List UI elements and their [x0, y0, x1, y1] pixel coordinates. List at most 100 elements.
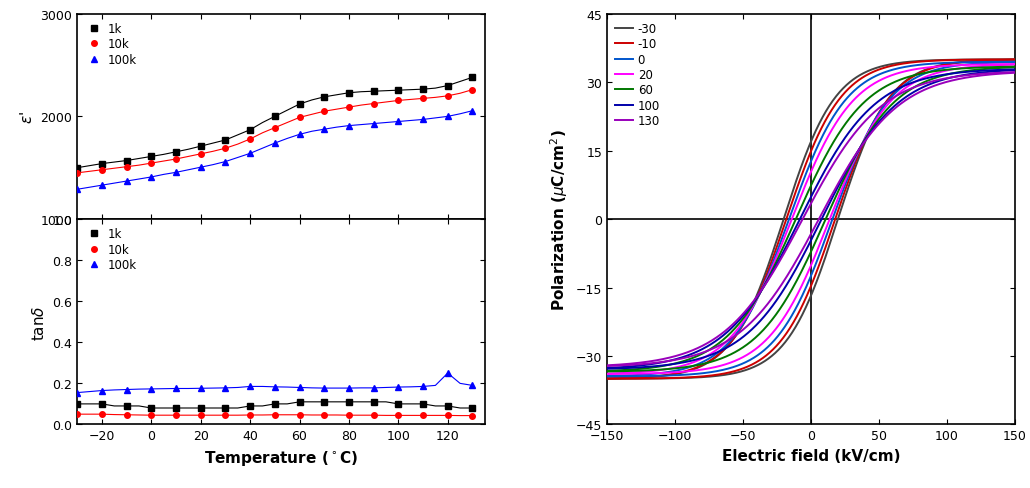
100k	[71, 390, 83, 396]
100k	[294, 132, 306, 138]
10k	[392, 413, 405, 419]
100k	[392, 385, 405, 390]
1k	[195, 144, 207, 150]
10k	[368, 102, 380, 107]
100k	[269, 384, 281, 390]
1k	[145, 405, 158, 411]
100k	[170, 386, 182, 391]
1k	[96, 162, 108, 167]
1k	[244, 403, 256, 409]
1k	[269, 114, 281, 120]
100k	[121, 179, 133, 184]
10k	[467, 87, 479, 93]
10k	[442, 94, 454, 100]
1k	[318, 399, 331, 405]
1k	[121, 403, 133, 409]
Y-axis label: Polarization ($\mu$C/cm$^2$): Polarization ($\mu$C/cm$^2$)	[549, 129, 571, 310]
10k	[145, 412, 158, 418]
100k	[467, 383, 479, 388]
1k	[417, 87, 430, 93]
100k	[318, 386, 331, 391]
100k	[195, 165, 207, 171]
10k	[269, 412, 281, 418]
1k	[145, 154, 158, 160]
10k	[343, 412, 355, 418]
10k	[145, 161, 158, 167]
100k	[71, 187, 83, 193]
100k	[219, 159, 232, 165]
100k	[170, 170, 182, 176]
1k	[244, 127, 256, 133]
1k	[170, 149, 182, 155]
10k	[244, 412, 256, 418]
100k	[368, 385, 380, 391]
10k	[219, 412, 232, 418]
1k	[96, 401, 108, 407]
1k	[170, 405, 182, 411]
1k	[219, 138, 232, 143]
100k	[467, 108, 479, 114]
1k	[467, 75, 479, 81]
100k	[269, 141, 281, 147]
X-axis label: Temperature ($^\circ$C): Temperature ($^\circ$C)	[204, 448, 358, 467]
Line: 10k: 10k	[74, 411, 475, 419]
100k	[417, 117, 430, 123]
Line: 100k: 100k	[74, 370, 475, 396]
1k	[368, 399, 380, 405]
100k	[343, 123, 355, 129]
Line: 1k: 1k	[74, 76, 475, 171]
1k	[442, 403, 454, 409]
10k	[195, 152, 207, 158]
100k	[343, 386, 355, 391]
10k	[318, 412, 331, 418]
Line: 10k: 10k	[74, 88, 475, 176]
1k	[442, 83, 454, 89]
100k	[392, 119, 405, 125]
X-axis label: Electric field (kV/cm): Electric field (kV/cm)	[722, 448, 900, 463]
1k	[269, 401, 281, 407]
10k	[467, 413, 479, 419]
1k	[121, 158, 133, 164]
100k	[417, 384, 430, 389]
Y-axis label: tan$\delta$: tan$\delta$	[31, 305, 46, 340]
100k	[145, 386, 158, 392]
100k	[195, 386, 207, 391]
10k	[442, 413, 454, 419]
Legend: 1k, 10k, 100k: 1k, 10k, 100k	[83, 20, 139, 69]
100k	[442, 114, 454, 120]
10k	[368, 412, 380, 418]
100k	[219, 385, 232, 391]
10k	[71, 171, 83, 177]
100k	[244, 384, 256, 389]
100k	[368, 122, 380, 127]
100k	[244, 151, 256, 157]
100k	[318, 127, 331, 133]
1k	[219, 405, 232, 411]
10k	[269, 125, 281, 131]
1k	[71, 165, 83, 171]
10k	[121, 412, 133, 418]
Y-axis label: $\varepsilon$': $\varepsilon$'	[19, 111, 35, 123]
1k	[417, 401, 430, 407]
10k	[417, 96, 430, 102]
10k	[244, 137, 256, 142]
10k	[170, 412, 182, 418]
10k	[417, 413, 430, 419]
100k	[145, 175, 158, 181]
1k	[294, 399, 306, 405]
1k	[294, 102, 306, 108]
10k	[219, 146, 232, 152]
10k	[294, 115, 306, 121]
1k	[195, 405, 207, 411]
10k	[294, 412, 306, 418]
10k	[71, 411, 83, 417]
Line: 1k: 1k	[74, 399, 475, 411]
100k	[442, 370, 454, 376]
1k	[318, 95, 331, 101]
10k	[170, 157, 182, 163]
1k	[368, 89, 380, 95]
Legend: 1k, 10k, 100k: 1k, 10k, 100k	[83, 225, 139, 274]
10k	[318, 109, 331, 115]
100k	[96, 388, 108, 394]
10k	[195, 412, 207, 418]
